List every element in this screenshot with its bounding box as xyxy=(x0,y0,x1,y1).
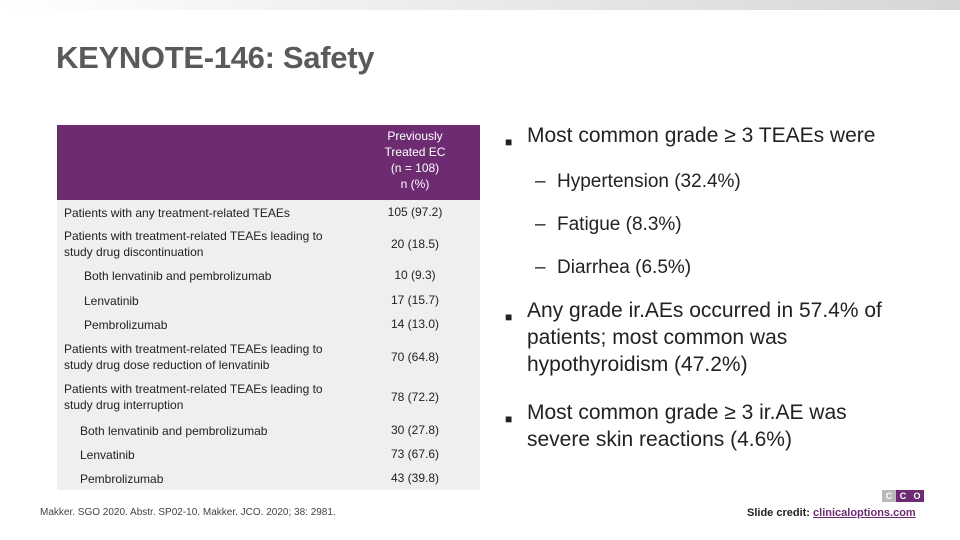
slide-title: KEYNOTE-146: Safety xyxy=(56,40,375,75)
bullet-item: ■ Most common grade ≥ 3 TEAEs were xyxy=(505,122,945,152)
sub-bullet-text: Hypertension (32.4%) xyxy=(557,171,741,192)
row-label: Both lenvatinib and pembrolizumab xyxy=(80,424,268,438)
slide-credit: Slide credit: clinicaloptions.com xyxy=(747,507,916,519)
row-value: 43 (39.8) xyxy=(390,471,440,485)
column-header-line: Previously xyxy=(387,129,443,143)
row-label: Patients with treatment-related TEAEs le… xyxy=(64,342,323,372)
dash-bullet-icon: – xyxy=(535,257,546,278)
column-header-line: Treated EC xyxy=(384,145,446,159)
column-header-line: n (%) xyxy=(400,177,430,191)
row-value: 78 (72.2) xyxy=(390,390,440,404)
sub-bullet-text: Diarrhea (6.5%) xyxy=(557,257,692,278)
row-label: Both lenvatinib and pembrolizumab xyxy=(84,269,272,283)
logo-letter: C xyxy=(896,490,910,502)
column-header: Previously Treated EC (n = 108) n (%) xyxy=(370,128,460,192)
row-label: Patients with treatment-related TEAEs le… xyxy=(64,382,323,412)
dash-bullet-icon: – xyxy=(535,214,546,235)
bullet-item: ■ Any grade ir.AEs occurred in 57.4% of … xyxy=(505,297,945,382)
credit-link[interactable]: clinicaloptions.com xyxy=(813,507,916,519)
table-header-band xyxy=(57,125,480,200)
logo-letter: O xyxy=(910,490,924,502)
square-bullet-icon: ■ xyxy=(505,135,513,149)
dash-bullet-icon: – xyxy=(535,171,546,192)
row-label: Lenvatinib xyxy=(84,294,139,308)
bullet-text: Most common grade ≥ 3 TEAEs were xyxy=(527,124,876,147)
row-value: 73 (67.6) xyxy=(390,447,440,461)
row-value: 30 (27.8) xyxy=(390,423,440,437)
top-gradient-bar xyxy=(0,0,960,10)
bullet-item: ■ Most common grade ≥ 3 ir.AE was severe… xyxy=(505,399,945,459)
logo-letter: C xyxy=(882,490,896,502)
row-label: Lenvatinib xyxy=(80,448,135,462)
credit-label: Slide credit: xyxy=(747,507,810,519)
row-value: 14 (13.0) xyxy=(390,317,440,331)
square-bullet-icon: ■ xyxy=(505,310,513,324)
row-label: Pembrolizumab xyxy=(80,472,164,486)
sub-bullet-item: – Hypertension (32.4%) xyxy=(535,170,935,196)
sub-bullet-text: Fatigue (8.3%) xyxy=(557,214,682,235)
row-label: Patients with any treatment-related TEAE… xyxy=(64,206,290,220)
footnote: Makker. SGO 2020. Abstr. SP02-10. Makker… xyxy=(40,507,336,518)
sub-bullet-item: – Diarrhea (6.5%) xyxy=(535,256,935,282)
column-header-line: (n = 108) xyxy=(390,161,440,175)
row-value: 70 (64.8) xyxy=(390,350,440,364)
cco-logo: C C O xyxy=(882,490,924,502)
row-label: Patients with treatment-related TEAEs le… xyxy=(64,229,323,259)
row-value: 17 (15.7) xyxy=(390,293,440,307)
row-value: 105 (97.2) xyxy=(387,205,443,219)
square-bullet-icon: ■ xyxy=(505,412,513,426)
row-value: 10 (9.3) xyxy=(394,268,436,282)
bullet-text: Any grade ir.AEs occurred in 57.4% of pa… xyxy=(527,299,882,376)
row-label: Pembrolizumab xyxy=(84,318,168,332)
bullet-text: Most common grade ≥ 3 ir.AE was severe s… xyxy=(527,401,847,451)
row-value: 20 (18.5) xyxy=(390,237,440,251)
sub-bullet-item: – Fatigue (8.3%) xyxy=(535,213,935,239)
